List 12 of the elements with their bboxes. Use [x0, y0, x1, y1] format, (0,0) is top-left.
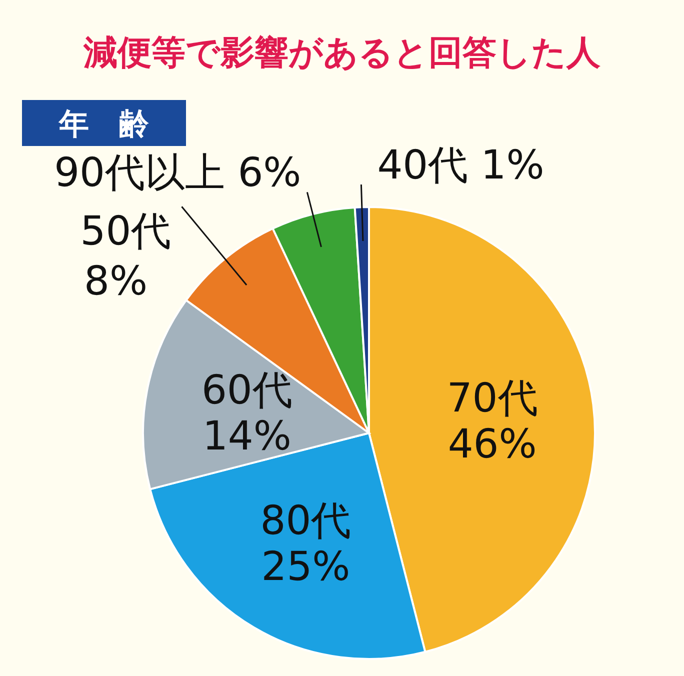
slice-label: 40代 1%	[377, 142, 544, 189]
slice-label: 70代	[446, 375, 538, 422]
data-label: 8%	[84, 258, 148, 305]
chart-title: 減便等で影響があると回答した人	[82, 33, 602, 73]
slice-label: 60代	[201, 368, 292, 414]
slice-label: 80代	[260, 498, 352, 544]
data-label: 25%	[261, 544, 350, 590]
chart-subtitle: 年 齢	[58, 107, 149, 142]
slice-label: 90代以上 6%	[54, 150, 302, 196]
slice-label: 50代	[80, 208, 172, 255]
data-label: 14%	[202, 414, 292, 460]
data-label: 46%	[448, 421, 537, 468]
